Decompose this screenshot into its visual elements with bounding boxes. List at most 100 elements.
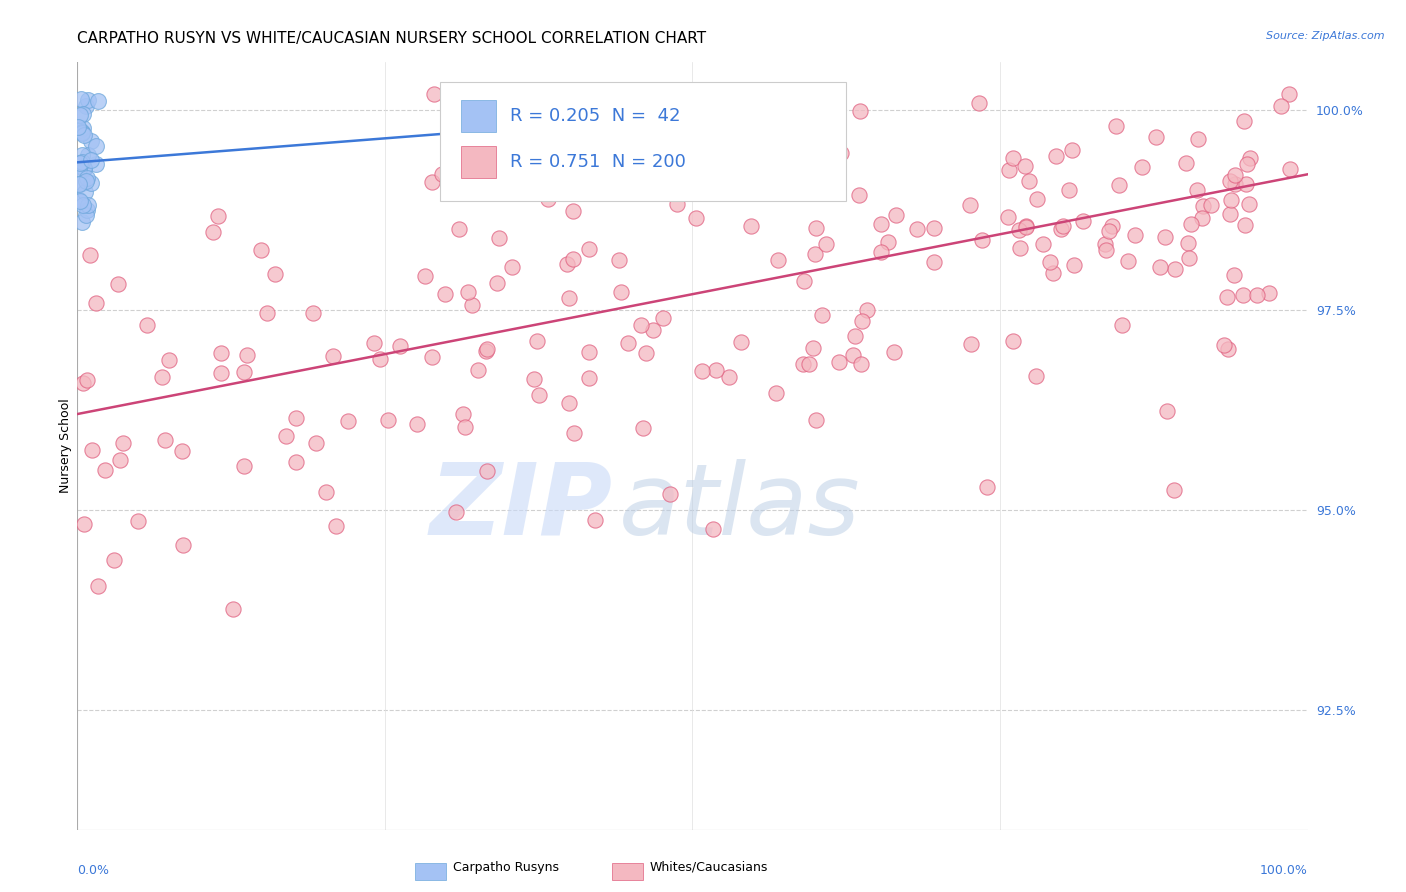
Point (922, 220, 945, 235)
Point (72, 376, 94, 390)
Point (1219, 207, 1241, 221)
Point (1014, 159, 1036, 173)
Point (1063, 258, 1085, 272)
Point (740, 219, 762, 233)
Point (765, 386, 787, 401)
Point (537, 192, 560, 206)
Point (1015, 219, 1038, 234)
Point (1257, 286, 1279, 301)
Point (844, 329, 866, 343)
Point (1279, 161, 1302, 176)
Point (70, 215, 93, 229)
Point (1071, 214, 1094, 228)
Point (634, 346, 657, 360)
Point (730, 335, 752, 350)
Point (94, 463, 117, 477)
Point (405, 417, 427, 432)
Point (67, 162, 90, 177)
Point (1216, 290, 1239, 304)
Point (1015, 219, 1038, 233)
Point (1111, 318, 1133, 333)
Point (72, 120, 94, 135)
Text: 0.0%: 0.0% (77, 864, 110, 877)
Point (997, 210, 1019, 224)
Point (377, 413, 399, 427)
Point (804, 413, 827, 427)
Point (70, 154, 93, 169)
Point (571, 107, 593, 121)
Point (475, 343, 498, 357)
Point (1213, 338, 1236, 352)
Point (153, 433, 176, 447)
Point (766, 252, 789, 267)
Point (107, 277, 129, 292)
Point (420, 350, 443, 364)
Point (884, 208, 907, 222)
Point (256, 306, 278, 320)
Point (1130, 161, 1153, 175)
Point (1101, 219, 1123, 233)
Point (423, 87, 446, 102)
Point (797, 357, 820, 371)
Point (66, 192, 89, 206)
Bar (461, 146, 496, 178)
Point (73, 128, 96, 142)
Point (1174, 156, 1197, 170)
Point (172, 444, 194, 458)
Point (301, 306, 323, 320)
Point (461, 298, 484, 312)
Point (806, 221, 828, 235)
Point (150, 369, 173, 384)
Text: Carpatho Rusyns: Carpatho Rusyns (453, 861, 558, 873)
Point (86, 579, 108, 593)
Point (207, 209, 229, 223)
Point (595, 107, 617, 121)
Point (1010, 241, 1032, 255)
Point (1192, 199, 1215, 213)
Point (1144, 130, 1167, 145)
Point (1216, 342, 1239, 356)
Point (972, 233, 994, 247)
Point (76, 373, 98, 387)
Text: Whites/Caucasians: Whites/Caucasians (650, 861, 768, 873)
Text: 100.0%: 100.0% (1260, 864, 1308, 877)
Point (851, 314, 873, 328)
Point (1039, 255, 1062, 269)
Point (976, 479, 998, 493)
Point (631, 421, 654, 435)
Point (702, 522, 724, 536)
Point (1177, 236, 1199, 251)
Point (578, 344, 600, 359)
Point (1007, 223, 1029, 237)
Point (690, 364, 713, 378)
Point (80, 134, 103, 148)
Point (76, 93, 98, 107)
Point (793, 274, 815, 288)
Text: atlas: atlas (619, 458, 860, 556)
Point (135, 318, 157, 332)
Point (814, 237, 837, 252)
Point (1094, 236, 1116, 251)
Text: R = 0.205  N =  42: R = 0.205 N = 42 (510, 107, 681, 125)
Point (467, 362, 489, 376)
Point (80, 153, 103, 168)
Point (883, 344, 905, 359)
Point (73, 162, 96, 177)
Point (575, 182, 598, 196)
Point (870, 245, 893, 260)
Point (284, 411, 307, 425)
Point (172, 538, 194, 552)
Point (69, 123, 91, 137)
Point (87, 95, 110, 109)
Point (1199, 197, 1222, 211)
Point (413, 268, 436, 283)
Point (558, 396, 581, 410)
Point (1032, 237, 1054, 252)
Point (209, 367, 232, 381)
Point (1149, 260, 1171, 274)
Point (1163, 261, 1185, 276)
Point (848, 103, 870, 118)
Point (1236, 157, 1258, 171)
Point (1123, 228, 1146, 243)
Point (1095, 243, 1118, 257)
